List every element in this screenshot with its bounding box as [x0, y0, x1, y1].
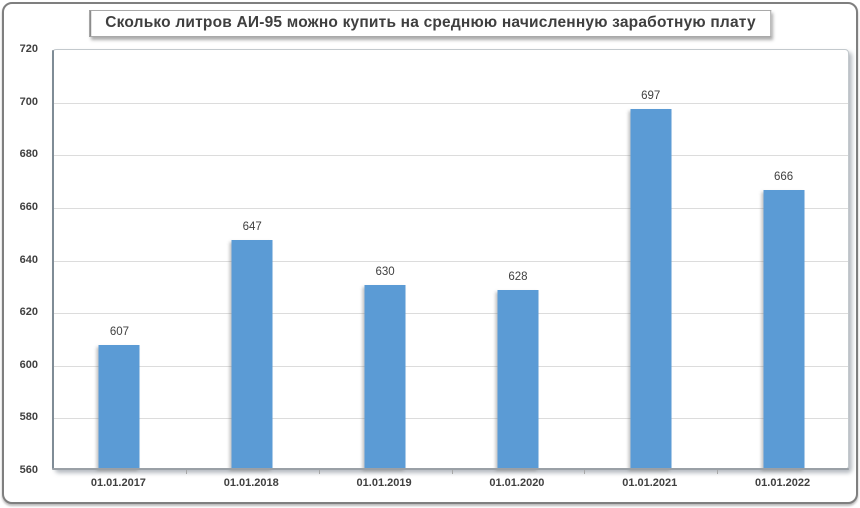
x-axis-line	[52, 468, 849, 470]
bar-01.01.2019	[364, 284, 406, 469]
bar-01.01.2021	[630, 108, 672, 469]
x-axis-tick	[717, 470, 719, 474]
y-tick-label-640: 640	[19, 253, 38, 266]
bar-value-label-01.01.2021: 697	[641, 89, 661, 102]
bar-slot-01.01.2021: 697	[584, 50, 717, 469]
bar-slot-01.01.2017: 607	[53, 50, 186, 469]
bar-slot-01.01.2020: 628	[452, 50, 585, 469]
bar-value-label-01.01.2020: 628	[508, 271, 528, 284]
bar-value-label-01.01.2018: 647	[242, 221, 262, 234]
bar-value-label-01.01.2017: 607	[109, 326, 129, 339]
x-tick-label-01.01.2021: 01.01.2021	[622, 477, 678, 489]
gridline-580	[53, 418, 848, 420]
bar-slot-01.01.2019: 630	[319, 50, 452, 469]
y-tick-label-660: 660	[19, 200, 38, 213]
x-axis-tick	[318, 470, 320, 474]
bar-01.01.2017	[98, 345, 140, 469]
gridline-680	[53, 155, 848, 157]
x-axis-tick	[451, 470, 453, 474]
gridline-620	[53, 313, 848, 315]
plot-area: 607 647 630 628 697 666	[52, 49, 850, 474]
gridline-640	[53, 260, 848, 262]
bar-value-label-01.01.2019: 630	[375, 265, 395, 278]
x-tick-label-01.01.2022: 01.01.2022	[755, 477, 811, 489]
x-tick-label-01.01.2019: 01.01.2019	[356, 477, 412, 489]
gridline-600	[53, 365, 848, 367]
gridline-660	[53, 207, 848, 209]
chart-title: Сколько литров АИ-95 можно купить на сре…	[89, 10, 771, 37]
x-tick-label-01.01.2018: 01.01.2018	[223, 477, 279, 489]
y-axis-line	[52, 50, 54, 469]
bar-01.01.2020	[497, 290, 539, 469]
y-tick-label-580: 580	[19, 411, 38, 424]
y-tick-label-620: 620	[19, 306, 38, 319]
y-tick-label-680: 680	[19, 148, 38, 161]
y-tick-label-720: 720	[19, 43, 38, 55]
y-tick-label-700: 700	[19, 95, 38, 108]
bar-01.01.2022	[763, 190, 805, 469]
x-tick-label-01.01.2017: 01.01.2017	[90, 477, 146, 489]
x-tick-label-01.01.2020: 01.01.2020	[489, 477, 545, 489]
bar-slot-01.01.2022: 666	[717, 50, 850, 469]
y-tick-label-560: 560	[19, 464, 38, 476]
bar-value-label-01.01.2022: 666	[773, 171, 794, 184]
bar-slot-01.01.2018: 647	[186, 50, 319, 469]
gridline-700	[53, 102, 848, 104]
x-axis-tick	[185, 470, 187, 474]
bar-01.01.2018	[231, 240, 273, 469]
x-axis-tick	[584, 470, 586, 474]
y-tick-label-600: 600	[19, 358, 38, 371]
